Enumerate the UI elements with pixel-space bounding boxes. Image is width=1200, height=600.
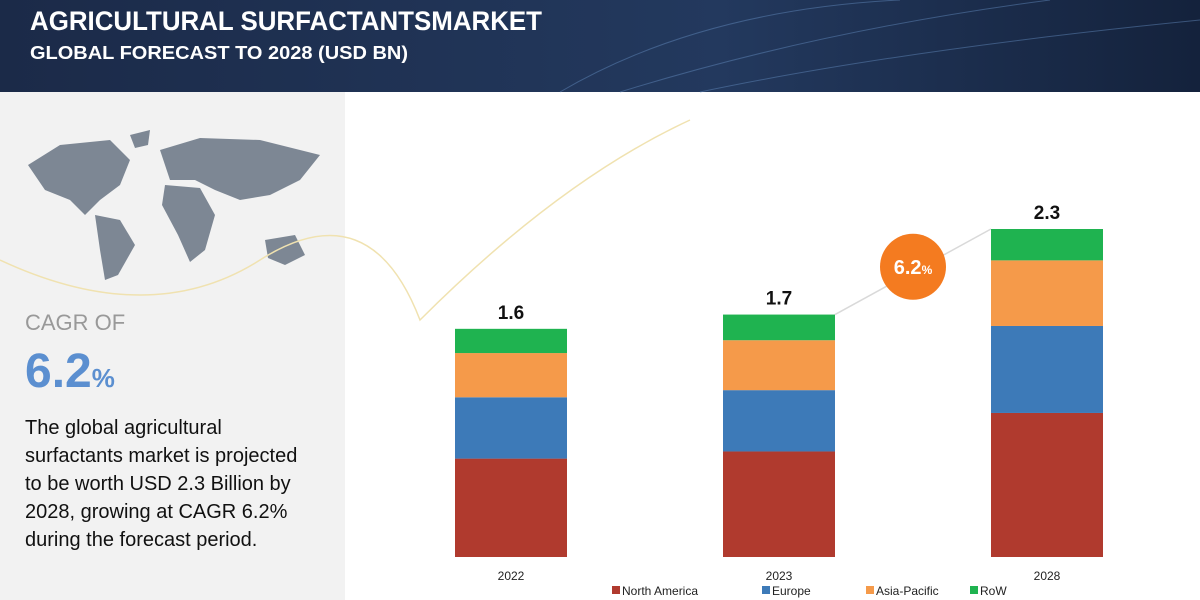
total-label: 1.7: [766, 289, 792, 310]
cagr-badge: [880, 233, 946, 300]
legend-swatch: [612, 586, 620, 594]
cagr-badge-text: 6.2%: [894, 257, 933, 279]
bar-segment: [723, 451, 835, 557]
legend-swatch: [970, 586, 978, 594]
cagr-label: CAGR OF: [25, 310, 125, 335]
cagr-figure: 6.2%: [25, 345, 115, 398]
cagr-value: 6.2: [25, 345, 92, 398]
decorative-curve: [0, 119, 691, 322]
cagr-badge-value: 6.2: [894, 257, 922, 279]
total-label: 2.3: [1034, 203, 1060, 224]
bar-segment: [991, 325, 1103, 413]
bar-segment: [455, 397, 567, 459]
header-decoration: [559, 0, 1200, 93]
legend-label: RoW: [980, 584, 1007, 598]
bar-segment: [455, 458, 567, 557]
world-map: [28, 130, 320, 280]
bar-segment: [723, 390, 835, 452]
legend-label: Asia-Pacific: [876, 584, 939, 598]
header-subtitle: GLOBAL FORECAST TO 2028 (USD BN): [30, 43, 408, 63]
total-label: 1.6: [498, 303, 524, 324]
header-title: AGRICULTURAL SURFACTANTSMARKET: [30, 6, 542, 36]
bar-segment: [991, 412, 1103, 557]
legend-swatch: [762, 586, 770, 594]
x-tick-label: 2028: [1034, 569, 1061, 583]
bar-segment: [455, 353, 567, 398]
legend-label: Europe: [772, 584, 811, 598]
header-band: [0, 0, 1200, 92]
bar-segment: [723, 340, 835, 391]
x-tick-label: 2023: [766, 569, 793, 583]
legend-swatch: [866, 586, 874, 594]
bar-segment: [991, 229, 1103, 261]
bar-segment: [455, 328, 567, 354]
bar-segment: [991, 260, 1103, 326]
cagr-badge-unit: %: [922, 263, 933, 277]
cagr-unit: %: [92, 363, 115, 393]
description: The global agricultural surfactants mark…: [25, 417, 298, 551]
legend-label: North America: [622, 584, 698, 598]
x-tick-label: 2022: [498, 569, 525, 583]
bar-segment: [723, 314, 835, 341]
